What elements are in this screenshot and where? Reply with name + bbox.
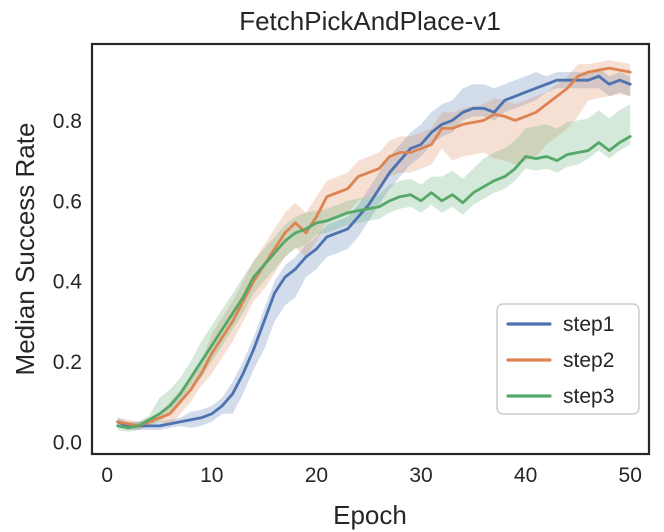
series-lines-layer	[116, 66, 632, 430]
chart-title: FetchPickAndPlace-v1	[239, 6, 501, 36]
x-axis-tick-label: 20	[305, 464, 328, 487]
series-line-step3	[116, 135, 632, 430]
legend-item-step1: step1	[506, 313, 614, 336]
y-axis-tick-label: 0.8	[53, 110, 82, 133]
x-axis-tick-label: 50	[619, 464, 642, 487]
y-axis-tick-label: 0.6	[53, 190, 82, 213]
series-line-step1	[116, 74, 632, 428]
x-axis-tick-label: 40	[514, 464, 537, 487]
legend-label-step3: step3	[563, 385, 614, 408]
confidence-band-step3	[117, 104, 631, 432]
confidence-bands-layer	[117, 60, 631, 432]
legend-box	[496, 303, 640, 415]
x-axis-tick-label: 0	[101, 464, 113, 487]
confidence-band-step2	[117, 60, 631, 430]
series-line-step2	[116, 66, 632, 428]
legend-label-step1: step1	[563, 313, 614, 336]
legend: step1 step2 step3	[496, 303, 640, 415]
legend-item-step2: step2	[506, 349, 614, 372]
tick-labels-layer: 0 10 20 30 40 50 0.0 0.2 0.4 0.6 0.8	[53, 110, 642, 487]
x-axis-tick-label: 30	[409, 464, 432, 487]
axes-layer	[90, 42, 651, 456]
y-axis-tick-label: 0.2	[53, 351, 82, 374]
plot-area-spines	[90, 42, 651, 456]
y-axis-tick-label: 0.0	[53, 431, 82, 454]
y-axis-tick-label: 0.4	[53, 271, 83, 294]
y-axis-label: Median Success Rate	[10, 123, 40, 376]
legend-item-step3: step3	[506, 385, 614, 408]
legend-label-step2: step2	[563, 349, 614, 372]
x-axis-tick-label: 10	[200, 464, 223, 487]
x-axis-label: Epoch	[333, 500, 407, 530]
